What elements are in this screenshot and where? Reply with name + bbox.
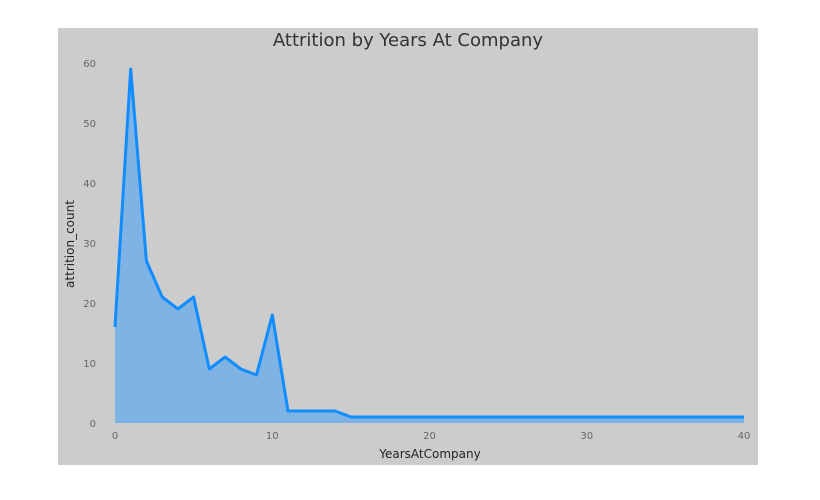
y-tick-label: 10: [83, 359, 96, 370]
y-tick-label: 0: [90, 419, 96, 430]
y-tick-label: 20: [83, 299, 96, 310]
x-axis-label: YearsAtCompany: [378, 447, 480, 461]
y-axis-ticks: 0 10 20 30 40 50 60: [83, 59, 96, 430]
x-axis-ticks: 0 10 20 30 40: [112, 431, 751, 442]
x-tick-label: 40: [738, 431, 751, 442]
x-tick-label: 0: [112, 431, 118, 442]
y-tick-label: 30: [83, 239, 96, 250]
x-tick-label: 10: [266, 431, 279, 442]
y-tick-label: 50: [83, 119, 96, 130]
x-tick-label: 30: [580, 431, 593, 442]
area-fill: [115, 69, 744, 423]
y-tick-label: 60: [83, 59, 96, 70]
y-tick-label: 40: [83, 179, 96, 190]
chart-title: Attrition by Years At Company: [273, 30, 543, 51]
series-line: [113, 67, 744, 419]
y-axis-label: attrition_count: [63, 200, 77, 288]
x-tick-label: 20: [423, 431, 436, 442]
